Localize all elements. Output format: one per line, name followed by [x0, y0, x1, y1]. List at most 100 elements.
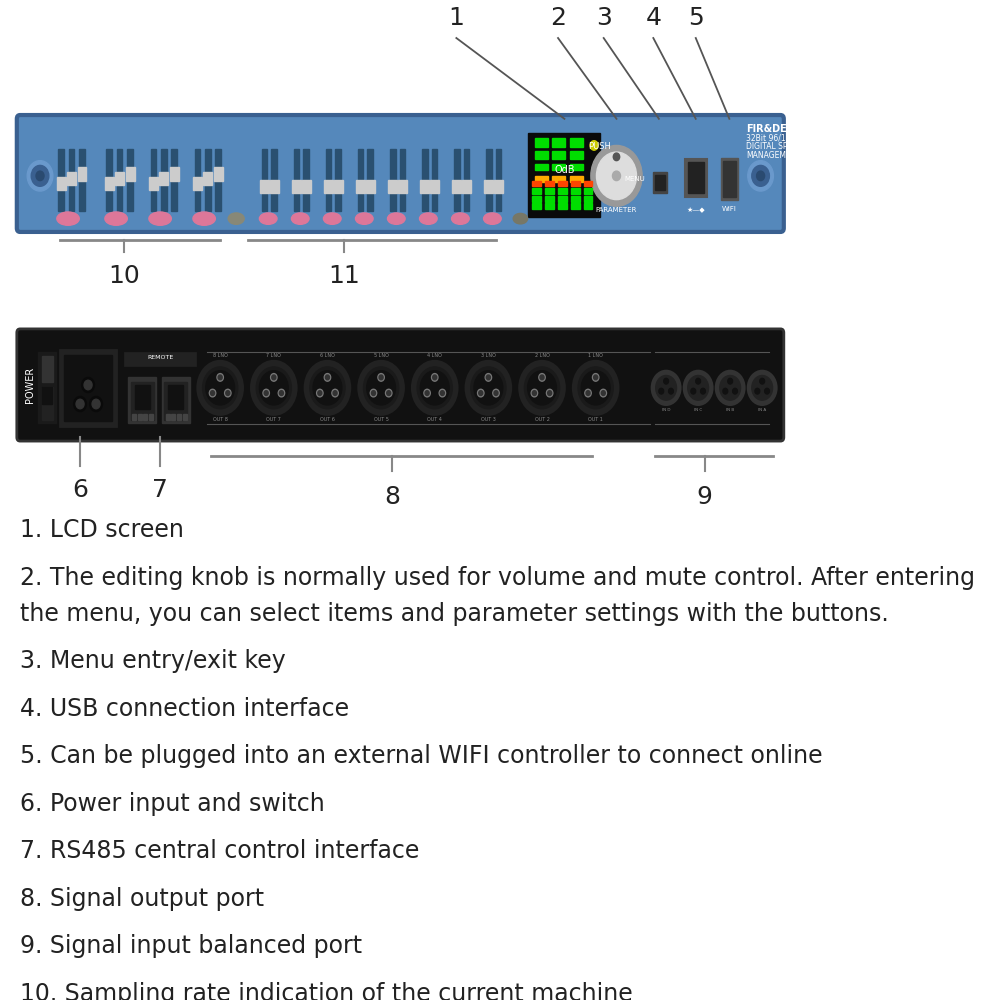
Bar — [159, 172, 168, 185]
Circle shape — [417, 367, 452, 409]
Circle shape — [318, 391, 322, 395]
Bar — [367, 149, 373, 211]
Bar — [558, 196, 567, 202]
Bar — [183, 414, 187, 420]
Circle shape — [539, 374, 545, 381]
Text: ★—◆: ★—◆ — [686, 206, 705, 212]
Bar — [653, 172, 667, 193]
Circle shape — [659, 388, 664, 394]
Circle shape — [272, 375, 276, 380]
Bar — [655, 175, 665, 190]
Circle shape — [278, 389, 285, 397]
Bar — [69, 149, 74, 211]
Text: OUT 3: OUT 3 — [481, 417, 496, 422]
Bar — [571, 188, 580, 194]
Bar — [496, 149, 501, 211]
Bar — [494, 180, 503, 193]
Bar — [270, 180, 279, 193]
Bar — [571, 196, 580, 202]
Ellipse shape — [355, 213, 373, 224]
Circle shape — [225, 389, 231, 397]
Circle shape — [305, 361, 350, 414]
Circle shape — [594, 375, 598, 380]
Text: 7 LNO: 7 LNO — [266, 353, 281, 358]
Bar — [162, 377, 190, 423]
Circle shape — [256, 367, 291, 409]
Text: OUT 7: OUT 7 — [266, 417, 281, 422]
Circle shape — [592, 374, 599, 381]
Circle shape — [701, 388, 705, 394]
Text: 7. RS485 central control interface: 7. RS485 central control interface — [20, 839, 419, 863]
Bar — [571, 203, 580, 209]
Bar — [171, 414, 175, 420]
Circle shape — [466, 361, 511, 414]
Text: 2 LNO: 2 LNO — [535, 353, 549, 358]
Circle shape — [424, 389, 430, 397]
FancyBboxPatch shape — [17, 115, 784, 232]
Bar — [545, 203, 554, 209]
Bar — [326, 149, 331, 211]
Bar — [79, 149, 85, 211]
Text: 1 LNO: 1 LNO — [588, 353, 603, 358]
Bar — [42, 356, 53, 382]
Circle shape — [581, 371, 610, 405]
Circle shape — [259, 371, 288, 405]
Bar — [532, 188, 541, 194]
Bar — [552, 138, 565, 147]
Text: OUT 4: OUT 4 — [427, 417, 442, 422]
Circle shape — [546, 389, 553, 397]
Bar — [203, 172, 212, 185]
Circle shape — [226, 391, 230, 395]
Bar — [294, 149, 299, 211]
Circle shape — [27, 161, 53, 191]
Bar — [584, 181, 592, 186]
Bar — [422, 149, 428, 211]
Bar — [127, 149, 133, 211]
Bar — [60, 350, 116, 426]
Circle shape — [203, 367, 238, 409]
Circle shape — [688, 375, 709, 400]
Circle shape — [386, 389, 392, 397]
Circle shape — [84, 380, 92, 390]
Circle shape — [716, 371, 745, 405]
Circle shape — [752, 165, 769, 186]
Bar — [532, 181, 541, 186]
Bar — [124, 352, 196, 366]
Text: 5. Can be plugged into an external WIFI controller to connect online: 5. Can be plugged into an external WIFI … — [20, 744, 823, 768]
Bar — [545, 196, 554, 202]
Circle shape — [578, 367, 613, 409]
Circle shape — [218, 375, 222, 380]
Bar — [570, 151, 583, 159]
Bar — [688, 162, 704, 193]
Bar — [398, 180, 407, 193]
Bar — [532, 196, 541, 202]
Text: 10: 10 — [108, 264, 140, 288]
Bar — [151, 149, 156, 211]
Bar — [552, 151, 565, 159]
Ellipse shape — [105, 212, 127, 225]
Circle shape — [586, 391, 590, 395]
Text: IN C: IN C — [694, 408, 702, 412]
Ellipse shape — [420, 213, 437, 224]
Text: IN A: IN A — [758, 408, 766, 412]
Bar — [356, 180, 365, 193]
Text: 6 LNO: 6 LNO — [320, 353, 335, 358]
Circle shape — [432, 374, 438, 381]
Bar — [420, 180, 429, 193]
Bar — [58, 149, 64, 211]
Circle shape — [324, 374, 331, 381]
Circle shape — [439, 389, 446, 397]
Bar — [545, 181, 554, 186]
Circle shape — [752, 375, 773, 400]
Bar — [532, 203, 541, 209]
Bar — [135, 385, 150, 409]
Circle shape — [36, 171, 44, 181]
Circle shape — [425, 391, 429, 395]
Bar — [430, 180, 439, 193]
Circle shape — [765, 388, 769, 394]
Bar — [171, 149, 177, 211]
Bar — [67, 172, 76, 185]
Text: the menu, you can select items and parameter settings with the buttons.: the menu, you can select items and param… — [20, 602, 889, 626]
Circle shape — [263, 389, 269, 397]
Text: OUT 2: OUT 2 — [535, 417, 549, 422]
